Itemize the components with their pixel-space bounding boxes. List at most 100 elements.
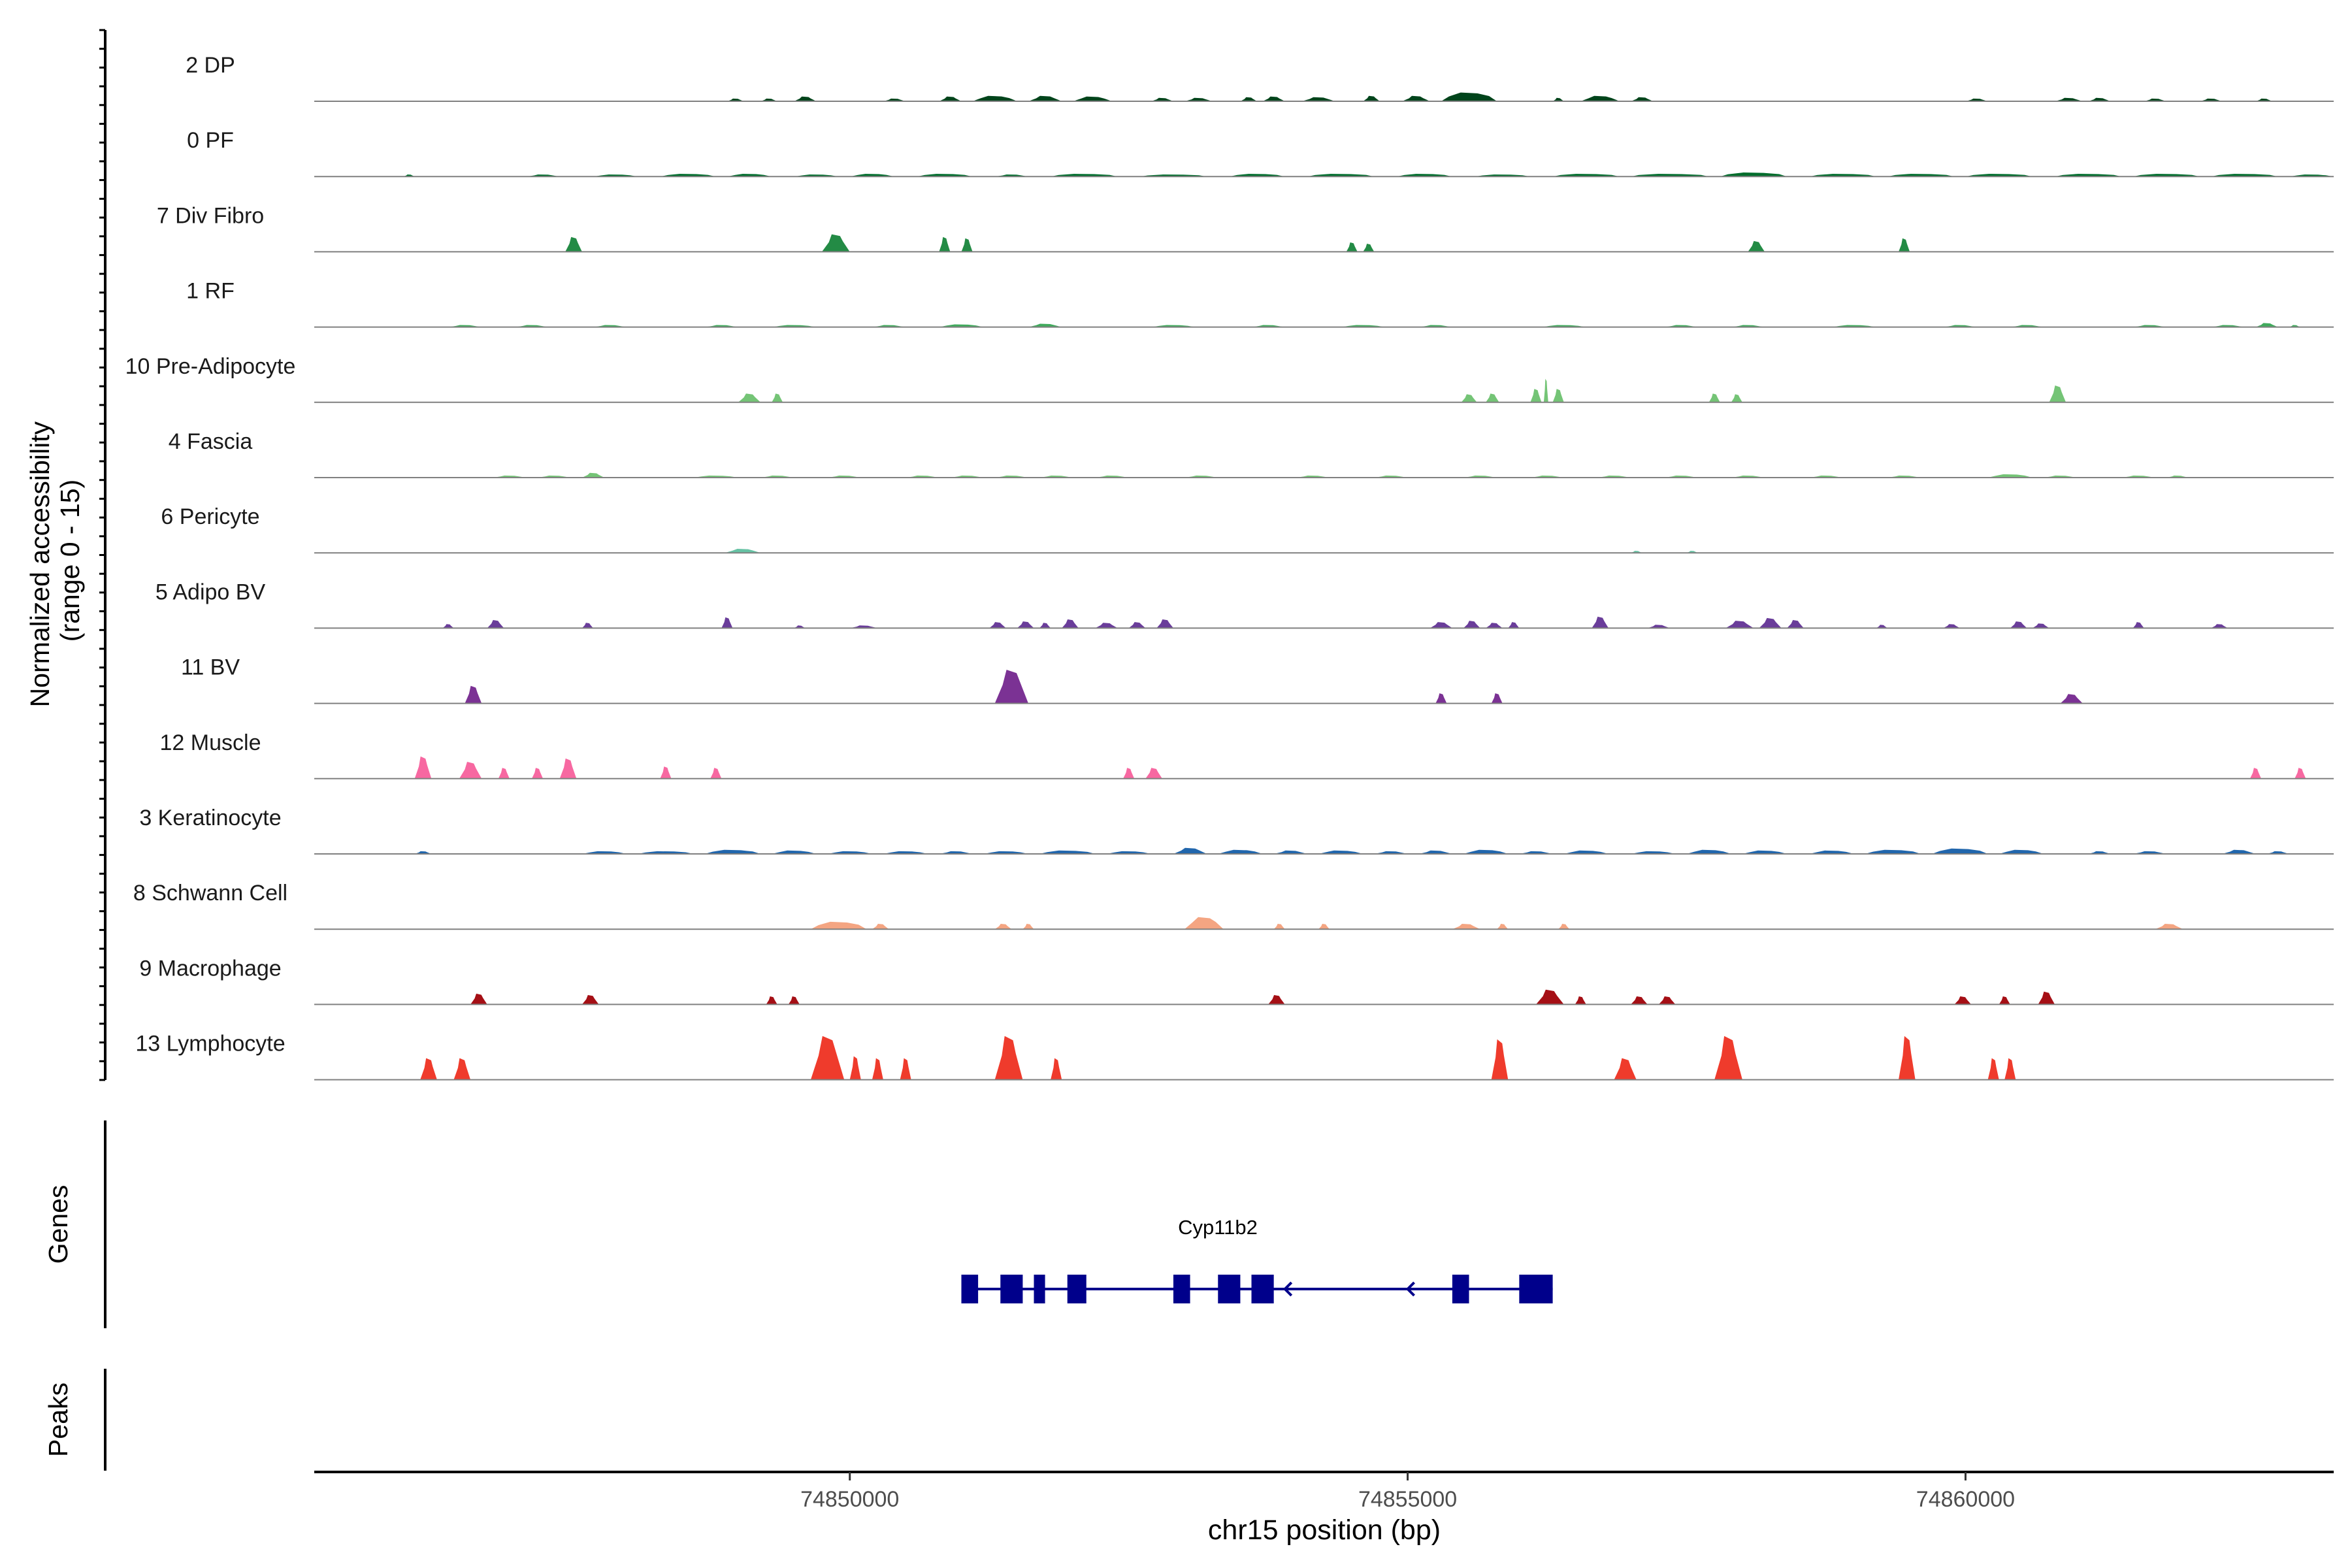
coverage-peak: [1156, 619, 1173, 629]
track-1: 0 PF: [187, 128, 2334, 178]
coverage-peak: [1809, 174, 1876, 177]
coverage-peak: [972, 95, 1017, 101]
coverage-peak: [1073, 96, 1112, 101]
coverage-peak: [939, 237, 951, 252]
coverage-peak: [1128, 622, 1146, 629]
track-label: 3 Keratinocyte: [139, 806, 281, 830]
coverage-peak: [660, 766, 672, 779]
track-10: 3 Keratinocyte: [139, 806, 2334, 855]
coverage-peak: [1965, 174, 2033, 177]
coverage-peak: [2004, 1058, 2016, 1080]
gene-exon: [1251, 1275, 1274, 1303]
coverage-peak: [810, 921, 867, 930]
track-label: 9 Macrophage: [139, 956, 281, 981]
track-13: 13 Lymphocyte: [135, 1032, 2334, 1081]
genes-panel-label: Genes: [43, 1185, 73, 1264]
coverage-peak: [1932, 848, 1988, 854]
coverage-peak: [1731, 394, 1742, 402]
coverage-peak: [1022, 924, 1034, 930]
coverage-peak: [1463, 849, 1509, 854]
coverage-peak: [1742, 850, 1788, 854]
coverage-peak: [638, 851, 694, 854]
coverage-peak: [1123, 768, 1135, 779]
coverage-peak: [917, 174, 973, 177]
coverage-peak: [1943, 624, 1960, 629]
gene-exon: [1034, 1275, 1045, 1303]
coverage-peak: [1017, 621, 1034, 629]
coverage-peak: [1318, 924, 1330, 930]
coverage-peak: [1461, 394, 1477, 402]
coverage-peak: [939, 851, 973, 854]
track-label: 12 Muscle: [160, 730, 261, 755]
coverage-peak: [2249, 768, 2261, 779]
track-0: 2 DP: [186, 53, 2334, 102]
gene-exon: [1452, 1275, 1469, 1303]
coverage-peak: [1876, 625, 1887, 629]
coverage-tracks: 2 DP 0 PF 7 Div Fibro 1 RF 10 Pre-Adipocyte 4…: [125, 53, 2334, 1081]
coverage-peak: [738, 393, 761, 402]
coverage-peak: [704, 849, 761, 854]
coverage-peak: [1396, 174, 1452, 177]
coverage-peak: [2144, 98, 2166, 101]
coverage-peak: [2055, 97, 2083, 101]
coverage-peak: [849, 174, 894, 177]
coverage-peak: [794, 625, 806, 629]
coverage-peak: [565, 237, 582, 252]
coverage-peak: [2266, 851, 2289, 854]
coverage-peak: [420, 1058, 437, 1080]
coverage-peak: [1151, 97, 1173, 101]
coverage-peak: [1463, 621, 1480, 629]
coverage-peak: [1720, 172, 1788, 177]
coverage-peak: [1039, 850, 1096, 854]
coverage-peak: [1218, 849, 1263, 854]
gene-exon: [961, 1275, 979, 1303]
coverage-peak: [1318, 850, 1364, 854]
gene-exon: [1218, 1275, 1241, 1303]
track-label: 5 Adipo BV: [155, 580, 266, 604]
coverage-peak: [660, 174, 716, 177]
coverage-peak: [2088, 97, 2111, 101]
coverage-peak: [1268, 995, 1285, 1005]
coverage-peak: [1987, 1058, 1999, 1080]
coverage-peak: [1552, 97, 1564, 101]
track-5: 4 Fascia: [169, 429, 2334, 478]
coverage-peak: [581, 995, 599, 1005]
coverage-peak: [442, 624, 454, 629]
coverage-peak: [1307, 174, 1375, 177]
coverage-peak: [849, 1056, 861, 1080]
coverage-peak: [872, 1058, 883, 1080]
coverage-peak: [1145, 768, 1162, 779]
coverage-peak: [1999, 849, 2044, 854]
coverage-peak: [2255, 323, 2278, 327]
coverage-peak: [581, 851, 627, 854]
coverage-peak: [1039, 623, 1051, 629]
y-axis-label: Normalized accessibility (range 0 - 15): [25, 414, 85, 708]
coverage-peak: [883, 851, 928, 854]
coverage-peak: [2132, 851, 2166, 854]
coverage-peak: [1028, 95, 1062, 101]
coverage-peak: [1240, 97, 1257, 101]
coverage-peak: [1708, 393, 1720, 402]
coverage-peak: [1452, 924, 1480, 930]
coverage-peak: [1543, 378, 1548, 402]
coverage-peak: [2060, 694, 2083, 704]
coverage-peak: [2055, 174, 2122, 177]
track-label: 4 Fascia: [169, 429, 253, 454]
coverage-peak: [1787, 620, 1804, 629]
coverage-peak: [1954, 996, 1971, 1005]
coverage-peak: [1658, 996, 1676, 1005]
x-tick-label: 74855000: [1358, 1487, 1457, 1512]
coverage-peak: [1714, 1036, 1742, 1080]
coverage-peak: [1491, 693, 1503, 704]
coverage-peak: [822, 234, 850, 252]
gene-exon: [1000, 1275, 1023, 1303]
strand-arrow: [1282, 1281, 1293, 1297]
coverage-peak: [470, 993, 487, 1005]
coverage-peak: [883, 98, 906, 101]
coverage-peak: [1491, 1039, 1509, 1080]
coverage-peak: [1508, 622, 1520, 629]
coverage-peak: [1273, 850, 1307, 854]
coverage-peak: [939, 324, 984, 327]
coverage-peak: [1486, 393, 1499, 402]
track-4: 10 Pre-Adipocyte: [125, 354, 2334, 403]
